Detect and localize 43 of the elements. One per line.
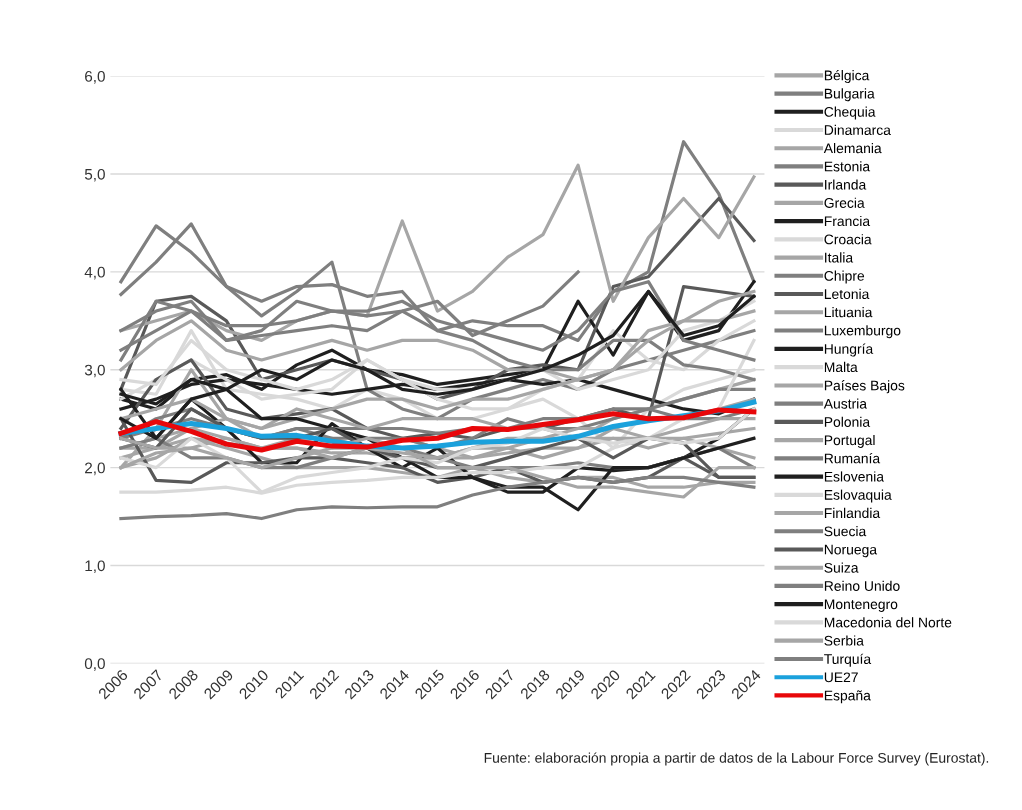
legend-label: Letonia <box>824 288 870 300</box>
legend-label: Bélgica <box>824 69 870 84</box>
legend-label: Chequia <box>824 106 876 120</box>
legend-label: Noruega <box>824 544 878 558</box>
legend-label: Italia <box>825 252 854 263</box>
legend-label: Grecia <box>824 197 865 208</box>
legend-label: Suiza <box>824 562 859 573</box>
legend-label: Portugal <box>824 434 875 448</box>
legend-label: Malta <box>824 361 858 373</box>
legend-label: Irlanda <box>825 179 867 190</box>
y-tick-label: 3,0 <box>84 364 105 378</box>
legend-label: Estonia <box>824 161 871 172</box>
legend-label: Serbia <box>824 635 864 646</box>
legend-label: Hungría <box>824 343 874 357</box>
y-tick-label: 4,0 <box>84 266 105 280</box>
legend-label: Dinamarca <box>824 124 891 135</box>
y-tick-label: 6,0 <box>85 71 105 84</box>
legend-label: Turquía <box>824 653 872 667</box>
legend-label: Países Bajos <box>824 380 905 394</box>
legend-label: Montenegro <box>824 599 898 612</box>
legend-label: Chipre <box>824 270 865 284</box>
legend-label: Eslovenia <box>824 471 884 482</box>
legend-label: Luxemburgo <box>824 325 901 339</box>
legend-label: Croacia <box>824 234 872 245</box>
legend-label: Alemania <box>823 143 882 154</box>
legend-label: Polonia <box>824 416 871 427</box>
legend-label: Suecia <box>824 526 867 537</box>
legend-label: Macedonia del Norte <box>824 617 952 628</box>
legend-label: Rumanía <box>824 453 881 464</box>
y-tick-label: 1,0 <box>85 560 105 574</box>
legend-label: España <box>824 690 871 704</box>
y-tick-label: 0,0 <box>84 658 105 671</box>
legend-label: Reino Unido <box>824 580 900 591</box>
y-tick-label: 2,0 <box>85 462 105 476</box>
legend-label: UE27 <box>824 672 858 683</box>
legend-label: Eslovaquia <box>824 489 892 503</box>
legend-label: Lituania <box>824 307 873 318</box>
legend-label: Finlandia <box>824 507 881 519</box>
legend-label: Bulgaria <box>824 88 875 102</box>
y-tick-label: 5,0 <box>84 168 105 182</box>
source-note: Fuente: elaboración propia a partir de datos de la Labour Force Survey (Eurostat). <box>484 752 989 766</box>
legend-label: Francia <box>824 215 871 227</box>
legend-label: Austria <box>823 398 867 409</box>
